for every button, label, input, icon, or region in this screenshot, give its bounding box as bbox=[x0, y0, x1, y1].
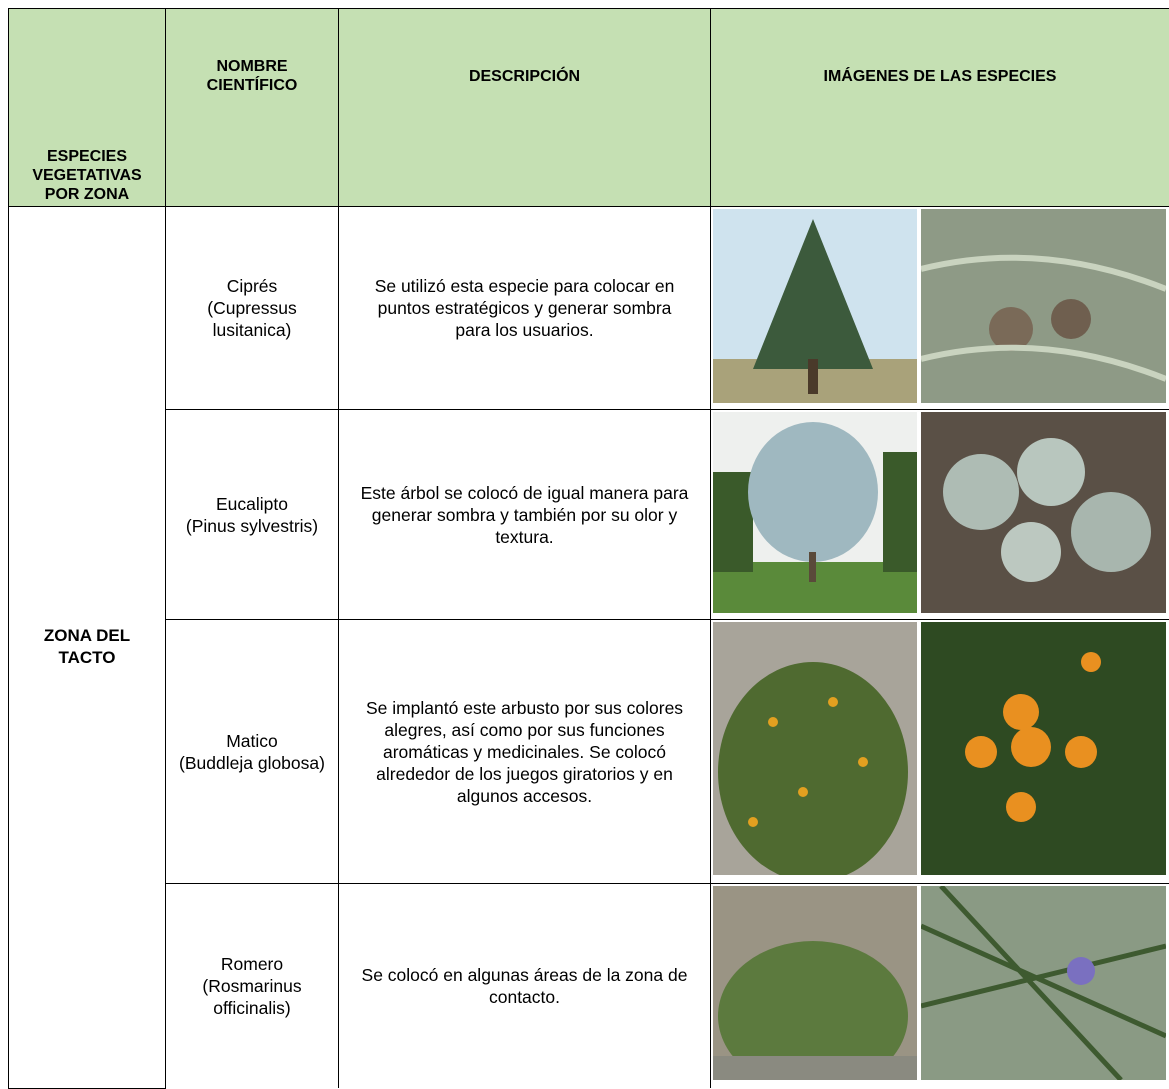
row: Matico(Buddleja globosa) Se implantó est… bbox=[9, 620, 1169, 884]
scientific-name: (Buddleja globosa) bbox=[172, 752, 332, 774]
photo bbox=[921, 412, 1166, 613]
name-cell: Romero(Rosmarinus officinalis) bbox=[166, 884, 339, 1089]
page-body: ESPECIES VEGETATIVAS POR ZONA NOMBRE CIE… bbox=[0, 0, 1169, 1010]
photo bbox=[713, 412, 917, 613]
scientific-name: (Pinus sylvestris) bbox=[172, 515, 332, 537]
common-name: Matico bbox=[226, 731, 278, 751]
common-name: Ciprés bbox=[227, 276, 278, 296]
zone-cell: ZONA DEL TACTO bbox=[9, 207, 166, 1089]
scientific-name: (Rosmarinus officinalis) bbox=[172, 975, 332, 1019]
images-cell bbox=[711, 620, 1169, 884]
photo bbox=[713, 622, 917, 875]
photo bbox=[921, 622, 1166, 875]
photo bbox=[713, 209, 917, 403]
species-table: ESPECIES VEGETATIVAS POR ZONA NOMBRE CIE… bbox=[8, 8, 1169, 1089]
photo bbox=[921, 886, 1166, 1080]
description-cell: Se implantó este arbusto por sus colores… bbox=[339, 620, 711, 884]
description-cell: Este árbol se colocó de igual manera par… bbox=[339, 410, 711, 620]
header-cell: ESPECIES VEGETATIVAS POR ZONA bbox=[9, 9, 166, 207]
row: ZONA DEL TACTO Ciprés(Cupressus lusitani… bbox=[9, 207, 1169, 410]
images-cell bbox=[711, 207, 1169, 410]
description-cell: Se colocó en algunas áreas de la zona de… bbox=[339, 884, 711, 1089]
row: Eucalipto(Pinus sylvestris) Este árbol s… bbox=[9, 410, 1169, 620]
header-cell: NOMBRE CIENTÍFICO bbox=[166, 9, 339, 207]
common-name: Eucalipto bbox=[216, 494, 288, 514]
photo bbox=[713, 886, 917, 1080]
header-cell: IMÁGENES DE LAS ESPECIES bbox=[711, 9, 1169, 207]
name-cell: Matico(Buddleja globosa) bbox=[166, 620, 339, 884]
name-cell: Ciprés(Cupressus lusitanica) bbox=[166, 207, 339, 410]
header-cell: DESCRIPCIÓN bbox=[339, 9, 711, 207]
row: Romero(Rosmarinus officinalis) Se colocó… bbox=[9, 884, 1169, 1089]
scientific-name: (Cupressus lusitanica) bbox=[172, 297, 332, 341]
common-name: Romero bbox=[221, 954, 283, 974]
images-cell bbox=[711, 410, 1169, 620]
name-cell: Eucalipto(Pinus sylvestris) bbox=[166, 410, 339, 620]
images-cell bbox=[711, 884, 1169, 1089]
photo bbox=[921, 209, 1166, 403]
header-row: ESPECIES VEGETATIVAS POR ZONA NOMBRE CIE… bbox=[9, 9, 1169, 207]
description-cell: Se utilizó esta especie para colocar en … bbox=[339, 207, 711, 410]
page: Especies vegetativas {"table": { "header… bbox=[0, 0, 1169, 1010]
